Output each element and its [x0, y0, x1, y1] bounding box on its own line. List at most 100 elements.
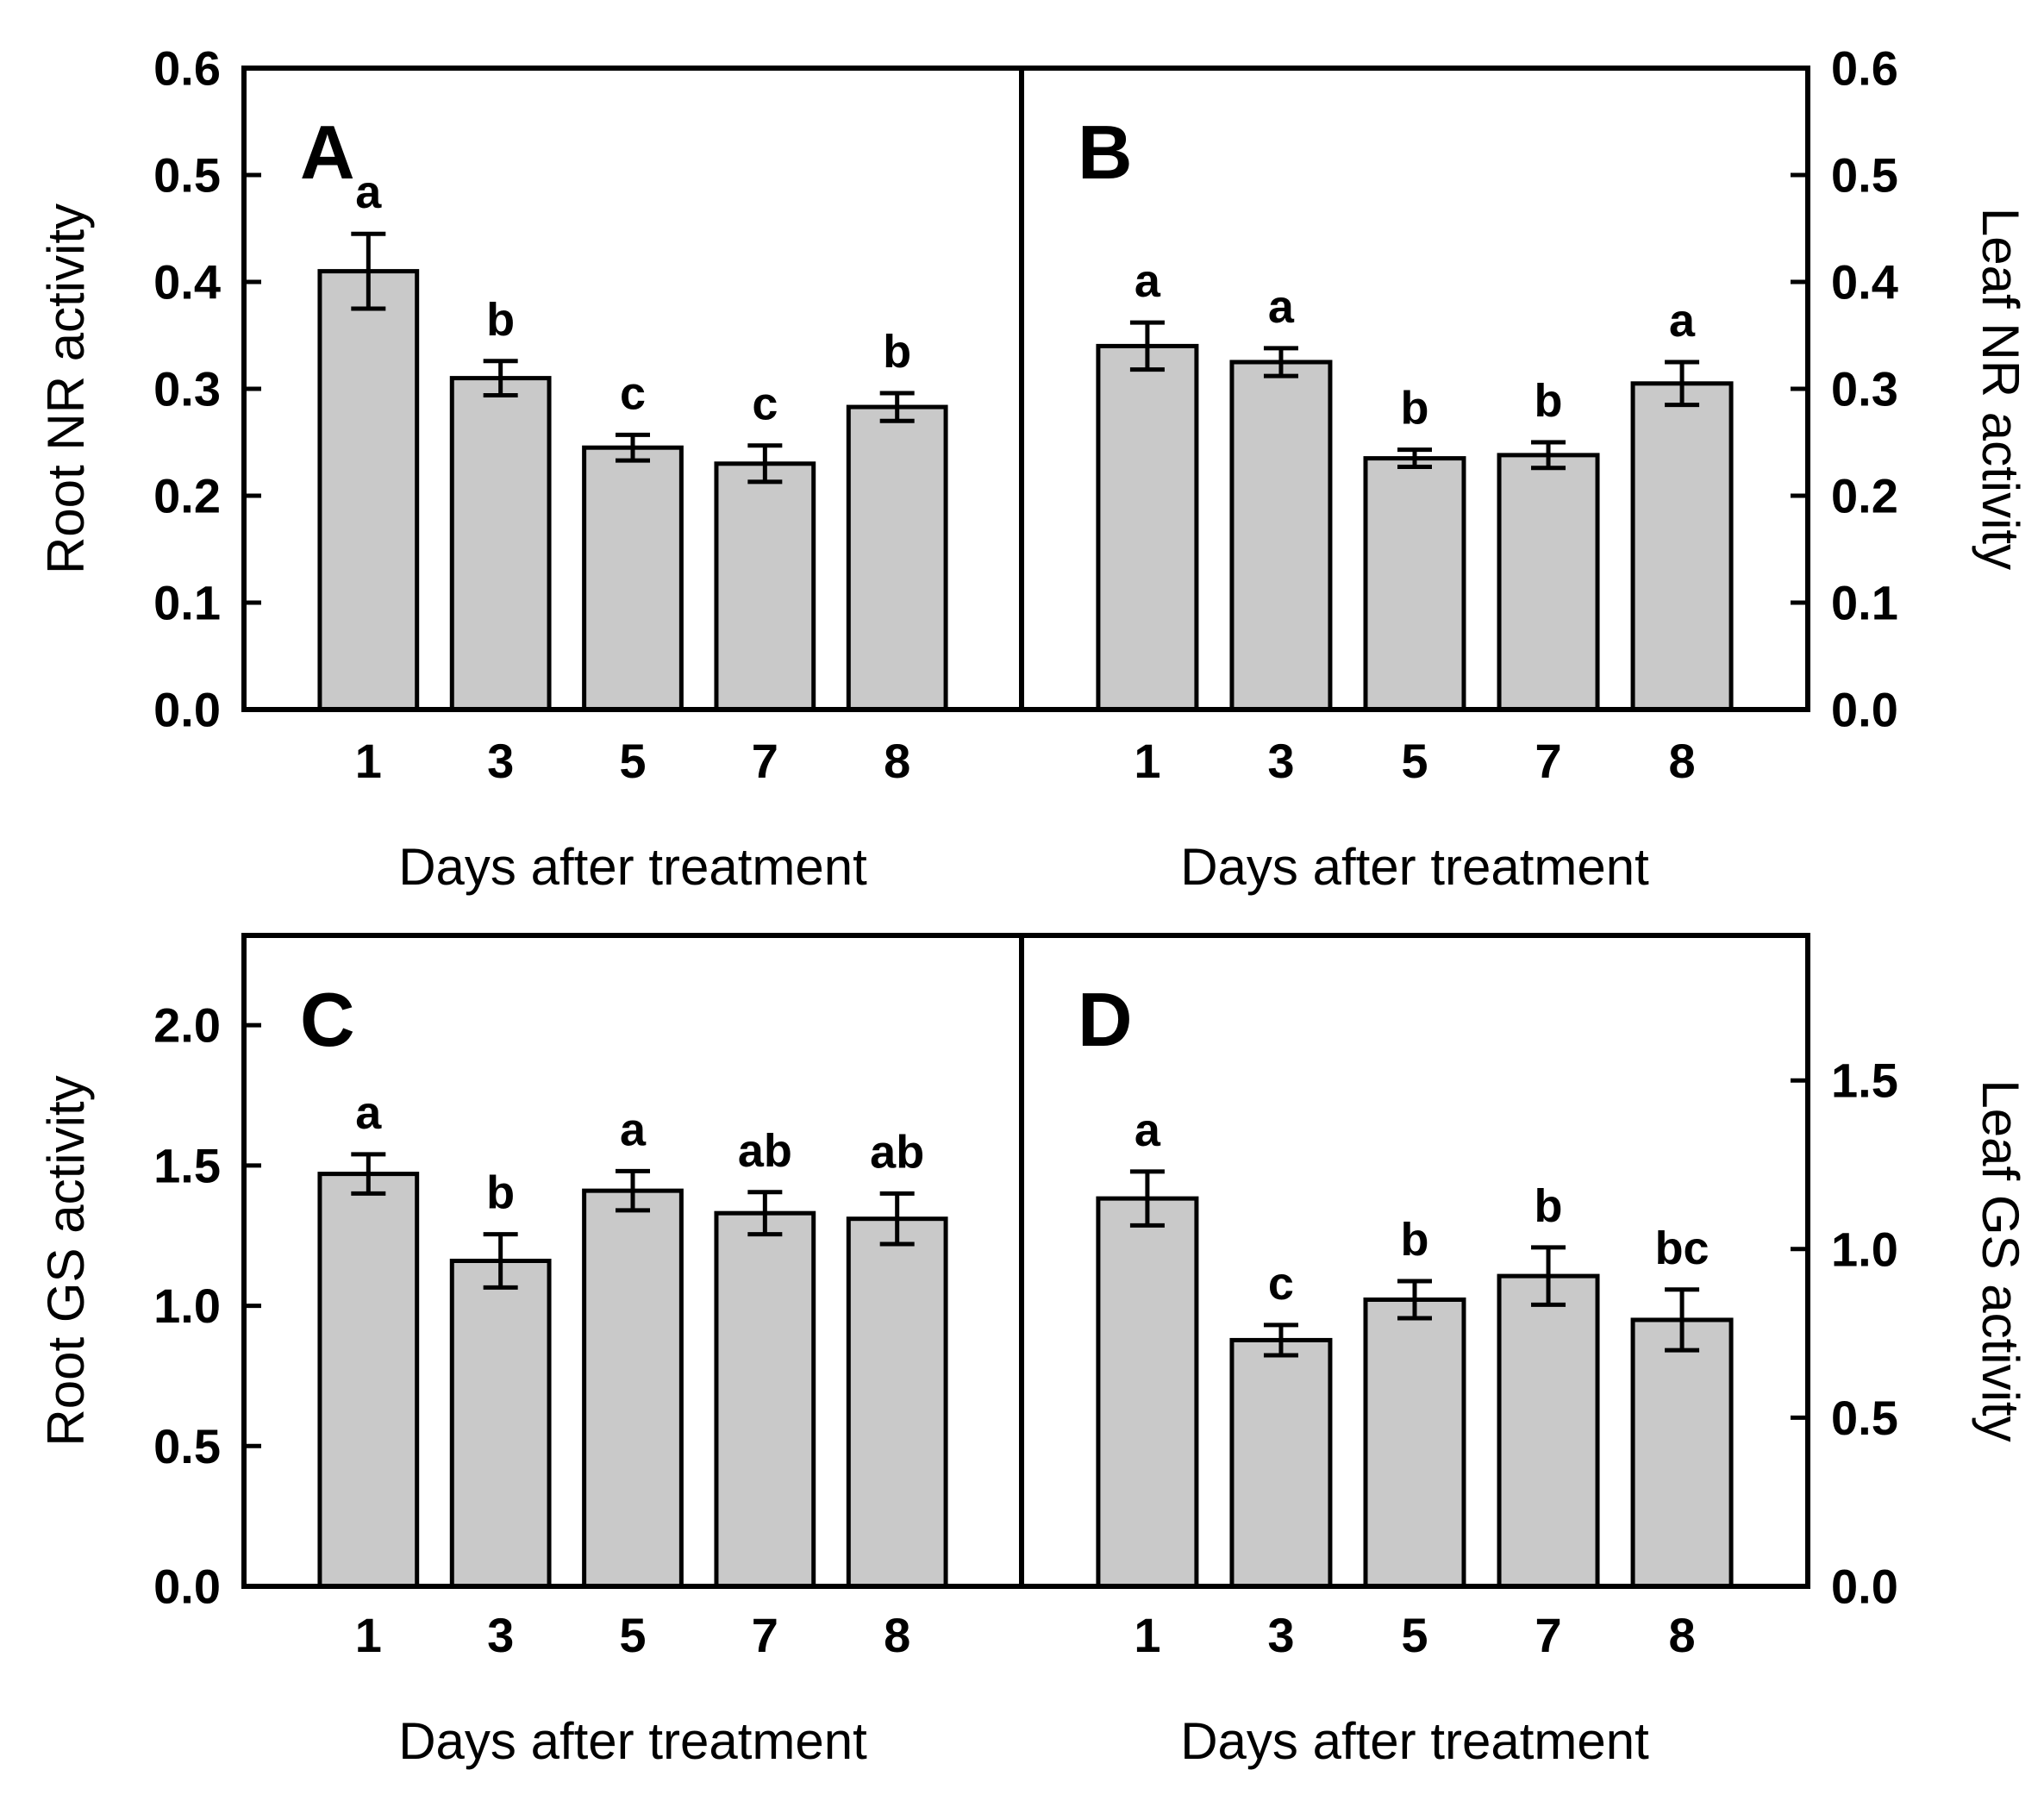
error-bar-day-1 — [351, 231, 386, 311]
error-bar-day-8 — [1665, 1287, 1700, 1353]
bar-day-1 — [317, 1172, 420, 1589]
x-tick-label: 1 — [1134, 734, 1160, 788]
bar-day-8 — [1630, 1317, 1734, 1589]
significance-letter: b — [486, 294, 515, 346]
error-bar-day-8 — [879, 1191, 915, 1247]
significance-letter: a — [1268, 281, 1295, 333]
bar-day-7 — [1497, 1273, 1600, 1589]
y-tick-label: 0.6 — [153, 41, 221, 96]
y-tick-label: 0.0 — [153, 1560, 221, 1614]
x-tick-label: 8 — [884, 1608, 910, 1662]
x-tick-label: 3 — [487, 734, 514, 788]
significance-letter: a — [1669, 295, 1696, 347]
y-axis-title: Root GS activity — [37, 1075, 95, 1446]
bar-day-1 — [317, 269, 420, 712]
significance-letter: c — [620, 367, 646, 419]
x-tick-label: 7 — [1535, 734, 1561, 788]
y-tick-label: 0.2 — [153, 469, 221, 523]
significance-letter: bc — [1655, 1223, 1710, 1274]
bar-day-7 — [1497, 453, 1600, 712]
significance-letter: a — [355, 166, 382, 218]
bar-day-5 — [1363, 1297, 1466, 1589]
bar-day-1 — [1096, 343, 1199, 712]
x-tick-label: 1 — [355, 734, 382, 788]
y-tick-label: 0.0 — [153, 683, 221, 737]
x-tick-label: 7 — [752, 734, 778, 788]
error-bar-day-3 — [483, 1232, 518, 1290]
significance-letter: c — [752, 378, 778, 430]
x-tick-label: 3 — [1267, 1608, 1294, 1662]
x-axis-title: Days after treatment — [398, 1712, 867, 1770]
panel-C: a 1 b 3 a 5 ab 7 ab 8 0.0 0.5 1.0 1.5 2.0 C Days after t… — [37, 933, 1024, 1770]
significance-letter: b — [486, 1167, 515, 1219]
bar-day-5 — [582, 1188, 684, 1589]
significance-letter: b — [1401, 383, 1429, 435]
y-tick-label: 0.6 — [1831, 41, 1898, 96]
bar-day-8 — [1630, 381, 1734, 712]
bar-day-7 — [714, 461, 816, 712]
y-tick-label: 1.0 — [153, 1279, 221, 1333]
y-tick-label: 0.0 — [1831, 1560, 1898, 1614]
bar-day-1 — [1096, 1196, 1199, 1589]
y-axis-title: Leaf NR activity — [1972, 208, 2029, 570]
significance-letter: a — [1135, 1104, 1161, 1156]
y-tick-label: 0.3 — [1831, 362, 1898, 416]
y-tick-label: 0.1 — [1831, 576, 1898, 630]
error-bar-day-5 — [1397, 1279, 1432, 1321]
x-tick-label: 5 — [619, 734, 646, 788]
error-bar-day-7 — [747, 443, 783, 485]
error-bar-day-5 — [1397, 447, 1432, 470]
significance-letter: b — [1401, 1214, 1429, 1266]
error-bar-day-8 — [879, 391, 915, 423]
y-tick-label: 0.4 — [1831, 255, 1898, 310]
x-tick-label: 8 — [1669, 734, 1696, 788]
x-tick-label: 7 — [1535, 1608, 1561, 1662]
significance-letter: ab — [870, 1126, 924, 1178]
bar-day-8 — [846, 1216, 948, 1589]
panel-letter: B — [1078, 109, 1133, 195]
y-tick-label: 0.3 — [153, 362, 221, 416]
x-axis-title: Days after treatment — [1180, 1712, 1649, 1770]
error-bar-day-7 — [1531, 1245, 1566, 1307]
y-tick-label: 0.5 — [153, 1419, 221, 1473]
y-tick-label: 0.0 — [1831, 683, 1898, 737]
error-bar-day-1 — [351, 1152, 386, 1196]
error-bar-day-3 — [483, 359, 518, 397]
y-tick-label: 0.5 — [153, 148, 221, 203]
y-tick-label: 0.5 — [1831, 148, 1898, 203]
significance-letter: b — [1535, 1180, 1563, 1232]
panel-A: a 1 b 3 c 5 c 7 b 8 0.0 0.1 0.2 0.3 0.4 0.5 0.6 A Days aft… — [37, 41, 1024, 896]
y-axis-title: Root NR activity — [37, 203, 95, 574]
x-tick-label: 8 — [884, 734, 910, 788]
bar-day-5 — [582, 445, 684, 712]
error-bar-day-7 — [1531, 440, 1566, 471]
y-tick-label: 0.2 — [1831, 469, 1898, 523]
panel-B: a 1 a 3 b 5 b 7 a 8 0.0 0.1 0.2 0.3 0.4 0.5 0.6 B Days aft… — [1019, 41, 2029, 896]
error-bar-day-1 — [1129, 320, 1165, 372]
y-axis-title: Leaf GS activity — [1972, 1079, 2029, 1441]
significance-letter: b — [1535, 375, 1563, 427]
bar-day-5 — [1363, 456, 1466, 712]
bar-day-7 — [714, 1210, 816, 1589]
significance-letter: a — [355, 1087, 382, 1139]
y-tick-label: 0.1 — [153, 576, 221, 630]
x-tick-label: 1 — [1134, 1608, 1160, 1662]
x-tick-label: 5 — [1401, 734, 1428, 788]
error-bar-day-5 — [616, 1168, 650, 1213]
panel-letter: A — [300, 109, 355, 195]
x-tick-label: 8 — [1669, 1608, 1696, 1662]
significance-letter: c — [1268, 1258, 1294, 1310]
x-axis-title: Days after treatment — [398, 838, 867, 896]
error-bar-day-7 — [747, 1190, 783, 1237]
y-tick-label: 1.5 — [1831, 1054, 1898, 1108]
x-tick-label: 3 — [487, 1608, 514, 1662]
x-tick-label: 1 — [355, 1608, 382, 1662]
x-axis-title: Days after treatment — [1180, 838, 1649, 896]
significance-letter: ab — [738, 1125, 792, 1177]
bar-day-8 — [846, 404, 948, 712]
bar-day-3 — [449, 376, 552, 712]
bar-day-3 — [1229, 360, 1333, 712]
bar-day-3 — [1229, 1337, 1333, 1589]
